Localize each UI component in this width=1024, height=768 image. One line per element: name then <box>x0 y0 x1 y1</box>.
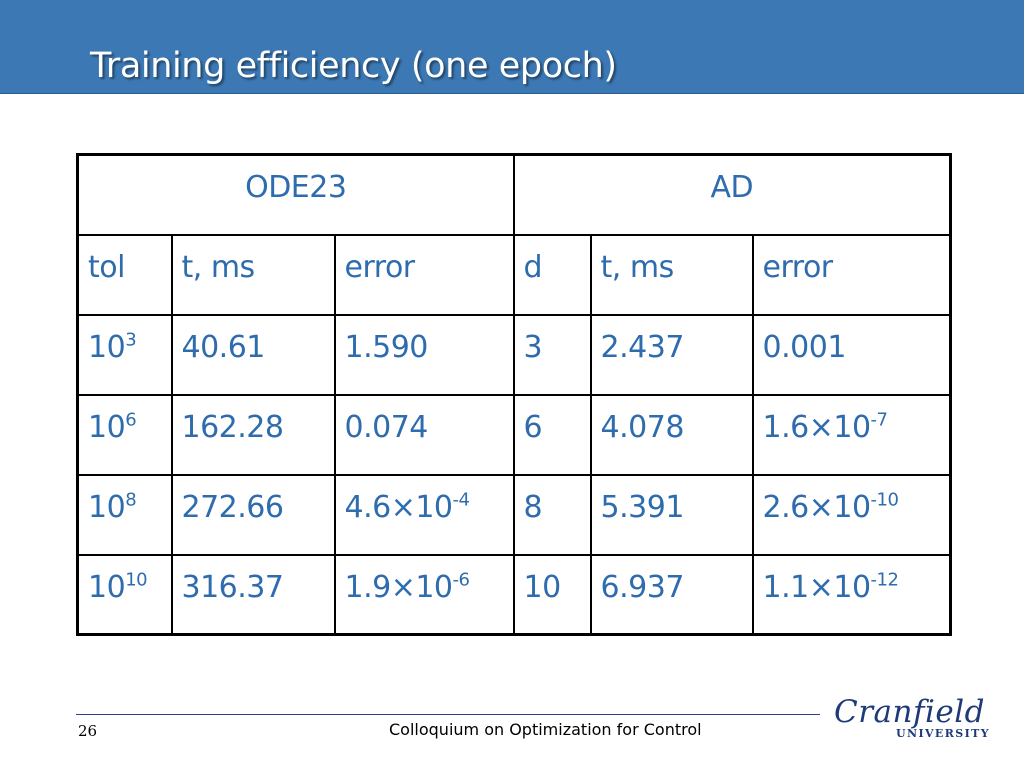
column-header-ad-time: t, ms <box>589 233 754 316</box>
ad-error-exponent: -12 <box>870 568 899 590</box>
tol-base: 10 <box>88 409 126 445</box>
table-row: 103 40.61 1.590 3 2.437 0.001 <box>76 313 952 396</box>
column-header-ad-error: error <box>751 233 952 316</box>
ad-error-base: 2.6×10 <box>762 489 872 525</box>
tol-cell: 108 <box>76 473 173 556</box>
footer-text: Colloquium on Optimization for Control <box>389 720 702 739</box>
ad-error-exponent: -7 <box>870 408 888 430</box>
ode-error-base: 1.9×10 <box>344 569 454 605</box>
ode-error-base: 1.590 <box>344 329 429 365</box>
group-header-ode23: ODE23 <box>76 153 515 236</box>
column-header-ode-time: t, ms <box>170 233 336 316</box>
column-header-row: tol t, ms error d t, ms error <box>76 233 952 316</box>
ode-error-cell: 4.6×10-4 <box>333 473 515 556</box>
tol-cell: 1010 <box>76 553 173 636</box>
ad-error-base: 1.1×10 <box>762 569 872 605</box>
footer-divider <box>76 714 820 715</box>
ad-time-cell: 4.078 <box>589 393 754 476</box>
tol-cell: 103 <box>76 313 173 396</box>
tol-cell: 106 <box>76 393 173 476</box>
column-header-tol: tol <box>76 233 173 316</box>
slide-title: Training efficiency (one epoch) <box>90 46 617 86</box>
tol-base: 10 <box>88 329 126 365</box>
ad-error-cell: 1.1×10-12 <box>751 553 952 636</box>
ad-time-cell: 6.937 <box>589 553 754 636</box>
page-number: 26 <box>78 722 98 740</box>
d-cell: 3 <box>512 313 592 396</box>
group-header-ad: AD <box>512 153 952 236</box>
tol-base: 10 <box>88 569 126 605</box>
cranfield-logo: Cranfield UNIVERSITY <box>834 694 1016 748</box>
tol-exponent: 3 <box>125 328 137 350</box>
ode-error-base: 4.6×10 <box>344 489 454 525</box>
title-bar: Training efficiency (one epoch) <box>0 0 1024 94</box>
ode-error-base: 0.074 <box>344 409 429 445</box>
d-cell: 8 <box>512 473 592 556</box>
ad-error-cell: 1.6×10-7 <box>751 393 952 476</box>
ode-error-exponent: -4 <box>452 488 470 510</box>
logo-subtitle: UNIVERSITY <box>896 727 990 740</box>
tol-exponent: 6 <box>125 408 137 430</box>
ode-error-cell: 1.9×10-6 <box>333 553 515 636</box>
logo-wordmark: Cranfield <box>834 694 985 730</box>
table-row: 106 162.28 0.074 6 4.078 1.6×10-7 <box>76 393 952 476</box>
results-table: ODE23 AD tol t, ms error d t, ms error 1… <box>76 153 953 636</box>
d-cell: 6 <box>512 393 592 476</box>
ad-error-base: 0.001 <box>762 329 847 365</box>
ad-error-base: 1.6×10 <box>762 409 872 445</box>
tol-exponent: 10 <box>125 568 148 590</box>
ode-error-cell: 1.590 <box>333 313 515 396</box>
column-header-ode-error: error <box>333 233 515 316</box>
ode-time-cell: 272.66 <box>170 473 336 556</box>
d-cell: 10 <box>512 553 592 636</box>
column-header-d: d <box>512 233 592 316</box>
ad-error-exponent: -10 <box>870 488 899 510</box>
table-row: 1010 316.37 1.9×10-6 10 6.937 1.1×10-12 <box>76 553 952 636</box>
tol-base: 10 <box>88 489 126 525</box>
ad-time-cell: 2.437 <box>589 313 754 396</box>
ode-time-cell: 40.61 <box>170 313 336 396</box>
ode-time-cell: 316.37 <box>170 553 336 636</box>
ad-time-cell: 5.391 <box>589 473 754 556</box>
table-row: 108 272.66 4.6×10-4 8 5.391 2.6×10-10 <box>76 473 952 556</box>
ode-error-cell: 0.074 <box>333 393 515 476</box>
tol-exponent: 8 <box>125 488 137 510</box>
ode-error-exponent: -6 <box>452 568 470 590</box>
ad-error-cell: 0.001 <box>751 313 952 396</box>
ode-time-cell: 162.28 <box>170 393 336 476</box>
group-header-row: ODE23 AD <box>76 153 952 236</box>
ad-error-cell: 2.6×10-10 <box>751 473 952 556</box>
